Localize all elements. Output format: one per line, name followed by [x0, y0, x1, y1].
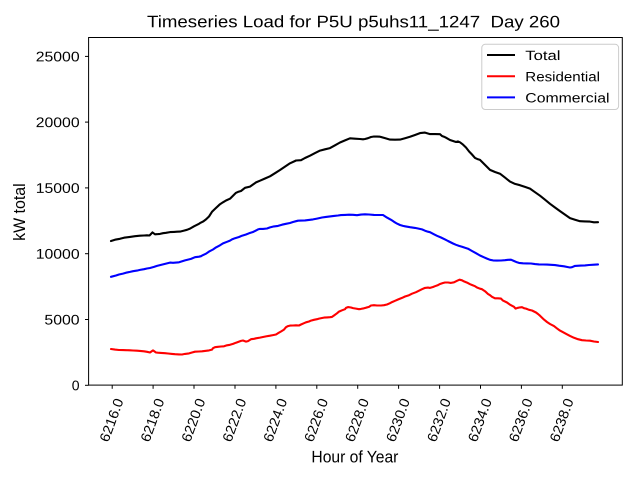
svg-text:5000: 5000 — [44, 311, 79, 327]
svg-text:Total: Total — [525, 48, 560, 63]
svg-text:20000: 20000 — [36, 114, 80, 130]
svg-text:Hour of Year: Hour of Year — [311, 447, 398, 466]
svg-text:Residential: Residential — [525, 69, 600, 84]
svg-text:kW total: kW total — [10, 183, 29, 241]
svg-text:10000: 10000 — [36, 246, 80, 262]
svg-text:Commercial: Commercial — [525, 90, 609, 105]
svg-text:15000: 15000 — [36, 180, 80, 196]
svg-text:0: 0 — [72, 377, 80, 393]
svg-text:Timeseries Load for P5U p5uhs1: Timeseries Load for P5U p5uhs11_1247 Day… — [147, 12, 560, 31]
svg-text:25000: 25000 — [36, 48, 80, 64]
